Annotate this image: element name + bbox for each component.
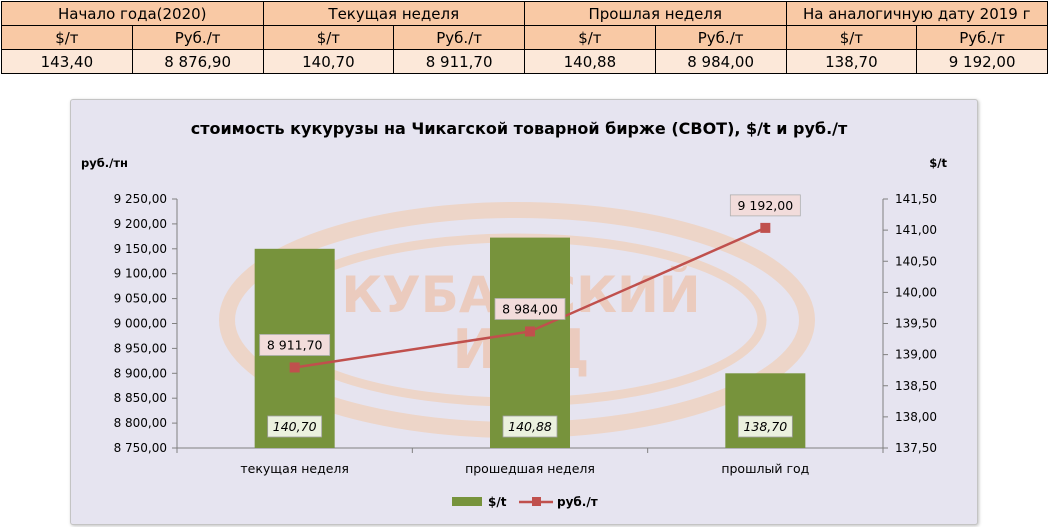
legend: $/t руб./т (452, 495, 598, 509)
left-tick-label: 8 850,00 (114, 391, 167, 405)
unit-cell: $/т (524, 25, 656, 50)
value-cell: 8 911,70 (393, 49, 525, 74)
line-group: 8 911,70 8 984,00 9 192,00 (259, 194, 801, 373)
left-tick-label: 8 950,00 (114, 341, 167, 355)
bar-value-label: 140,70 (273, 419, 317, 434)
unit-cell: Руб./т (393, 25, 525, 50)
left-tick-label: 9 000,00 (114, 317, 167, 331)
unit-cell: Руб./т (916, 25, 1048, 50)
category-labels: текущая неделя прошедшая неделя прошлый го… (240, 461, 809, 476)
bar-value-label: 140,88 (508, 419, 552, 434)
right-tick-label: 138,00 (895, 410, 937, 424)
value-cell: 8 984,00 (654, 49, 787, 74)
unit-cell: Руб./т (131, 25, 264, 50)
left-tick-label: 9 100,00 (114, 267, 167, 281)
value-cell: 8 876,90 (131, 49, 264, 74)
value-cell: 140,70 (262, 49, 395, 74)
unit-cell: $/т (262, 25, 395, 50)
chart-area: КУБАНСКИЙ ИАЦ стоимость кукурузы на Чика… (70, 99, 978, 525)
line-label-box (259, 334, 331, 356)
left-axis-unit: руб./тн (81, 156, 128, 170)
value-cell: 9 192,00 (916, 49, 1048, 74)
line-marker (760, 222, 771, 233)
bar-value-label: 138,70 (743, 419, 787, 434)
right-tick-label: 137,50 (895, 441, 937, 455)
right-axis-unit: $/t (929, 156, 947, 170)
value-cell: 138,70 (785, 49, 918, 74)
bar-label-box (502, 415, 558, 438)
right-tick-label: 139,50 (895, 317, 937, 331)
right-tick-label: 141,00 (895, 223, 937, 237)
line-label-box (729, 194, 801, 217)
left-tick-label: 9 050,00 (114, 292, 167, 306)
right-tick-label: 140,00 (895, 285, 937, 299)
line-marker (525, 326, 535, 337)
chart-title: стоимость кукурузы на Чикагской товарной… (191, 119, 848, 138)
left-tick-label: 8 800,00 (114, 416, 167, 430)
bar-label-box (267, 415, 323, 438)
left-tick-label: 9 250,00 (114, 192, 167, 206)
header-current-week: Текущая неделя (262, 1, 525, 26)
line-label-box (494, 298, 566, 320)
left-tick-label: 9 150,00 (114, 242, 167, 256)
value-cell: 143,40 (1, 49, 133, 74)
legend-line-marker (532, 497, 541, 506)
right-tick-label: 140,50 (895, 254, 937, 268)
unit-cell: $/т (785, 25, 918, 50)
legend-bar-label: $/t (488, 495, 507, 509)
left-tick-label: 9 200,00 (114, 217, 167, 231)
value-cell: 140,88 (524, 49, 656, 74)
line-value-label: 8 911,70 (267, 337, 323, 352)
line-marker (289, 362, 300, 373)
category-label: прошлый год (721, 461, 809, 476)
left-tick-label: 8 900,00 (114, 366, 167, 380)
price-table: Начало года(2020) Текущая неделя Прошлая… (1, 1, 1048, 74)
line-value-label: 9 192,00 (737, 198, 793, 213)
header-same-date-2019: На аналогичную дату 2019 г (785, 1, 1048, 26)
category-label: текущая неделя (240, 461, 349, 476)
right-tick-label: 139,00 (895, 348, 937, 362)
left-tick-label: 8 750,00 (114, 441, 167, 455)
bar-label-box (737, 415, 793, 438)
header-last-week: Прошлая неделя (524, 1, 787, 26)
bar (490, 237, 570, 448)
bars-group: 140,70 140,88 138,70 (254, 237, 806, 448)
legend-bar-swatch (452, 497, 482, 506)
axes-group: 8 750,00 8 800,00 8 850,00 8 900,00 8 950,00… (114, 192, 937, 455)
right-tick-label: 141,50 (895, 192, 937, 206)
chart-svg: КУБАНСКИЙ ИАЦ стоимость кукурузы на Чика… (81, 119, 947, 509)
line-value-label: 8 984,00 (502, 301, 558, 316)
unit-cell: $/т (1, 25, 133, 50)
header-start-of-year: Начало года(2020) (1, 1, 264, 26)
unit-cell: Руб./т (654, 25, 787, 50)
legend-line-label: руб./т (557, 495, 598, 509)
right-tick-label: 138,50 (895, 379, 937, 393)
category-label: прошедшая неделя (465, 461, 595, 476)
